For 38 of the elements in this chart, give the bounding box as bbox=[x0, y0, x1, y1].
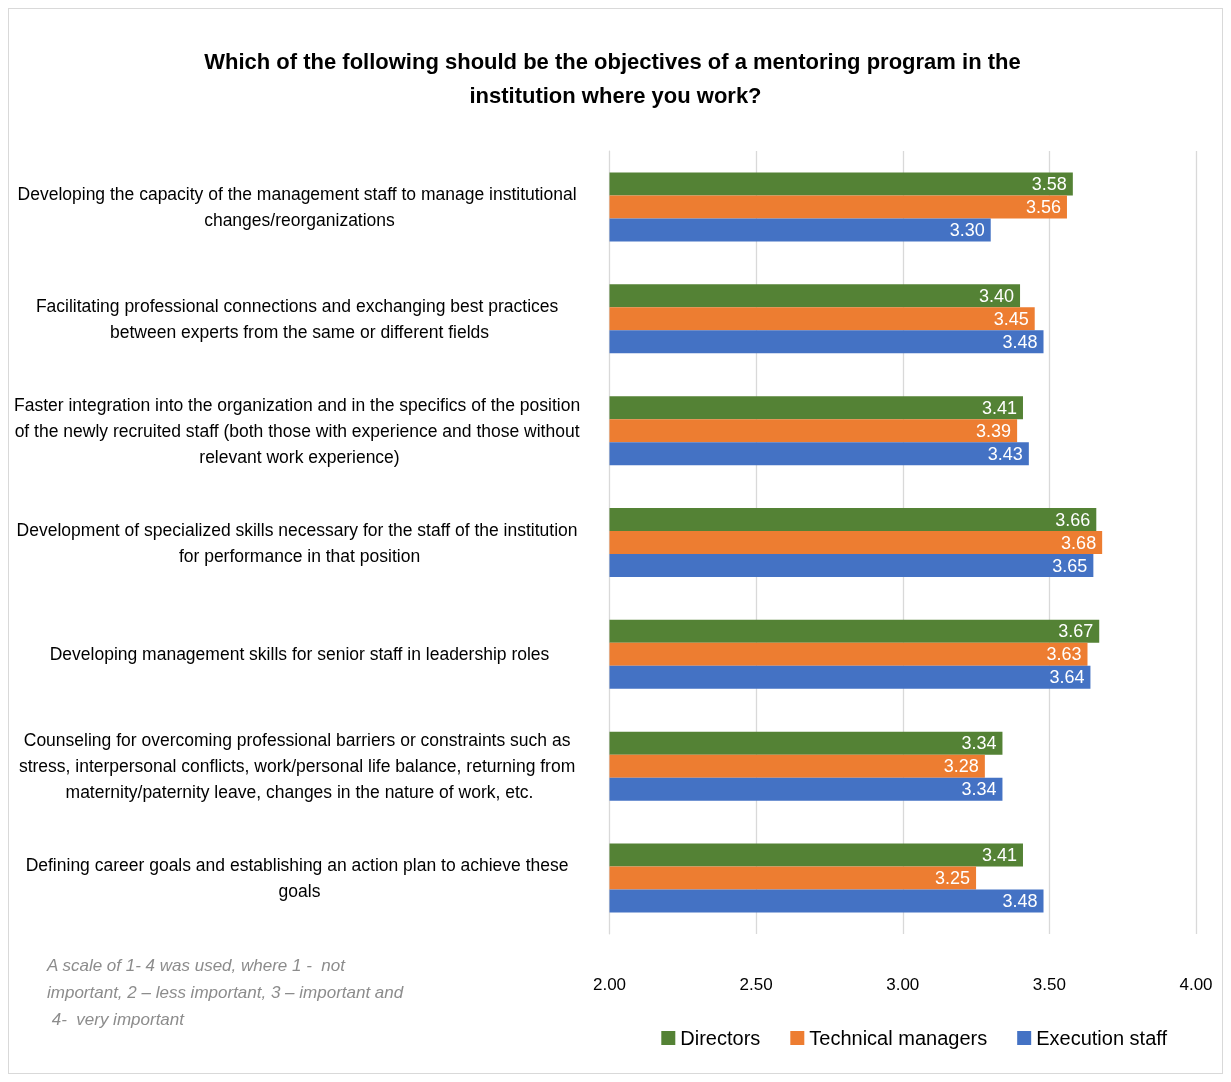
data-label: 3.43 bbox=[987, 443, 1023, 464]
x-tick-label: 4.00 bbox=[1179, 975, 1213, 994]
y-tick-label: Facilitating professional connections and exchanging best practices between experts from the same or different fields bbox=[35, 295, 564, 342]
y-tick-label: Developing management skills for senior staff in leadership roles bbox=[49, 644, 550, 665]
x-tick-label: 2.00 bbox=[592, 975, 627, 994]
y-tick-label: Defining career goals and establishing an action plan to achieve these goals bbox=[25, 855, 574, 902]
data-label: 3.48 bbox=[1002, 331, 1038, 352]
data-label: 3.25 bbox=[935, 868, 971, 889]
data-label: 3.58 bbox=[1031, 173, 1067, 194]
data-label: 3.34 bbox=[961, 779, 997, 800]
y-tick-label: Faster integration into the organization and in the specifics of the position of the newly recruited staff (both those with experience and those without relevant work experience) bbox=[13, 394, 586, 467]
data-label: 3.67 bbox=[1058, 621, 1094, 642]
data-label: 3.28 bbox=[943, 756, 979, 777]
y-tick-label: Counseling for overcoming professional barriers or constraints such as stress, interpersonal conflicts, work/personal life balance, returning from maternity/paternity leave, changes in the nature of work, etc. bbox=[18, 730, 581, 803]
data-label: 3.30 bbox=[949, 219, 985, 240]
text: A scale of 1- 4 was used, where 1 - not important, 2 – less important, 3 – important and 4- very important bbox=[46, 956, 404, 1029]
x-tick-label: 2.50 bbox=[739, 975, 773, 994]
x-tick-label: 3.50 bbox=[1032, 975, 1066, 994]
data-label: 3.56 bbox=[1025, 196, 1061, 217]
data-label: 3.68 bbox=[1061, 532, 1097, 553]
legend-label: Technical managers bbox=[809, 1027, 988, 1049]
data-label: 3.45 bbox=[993, 308, 1029, 329]
x-tick-label: 3.00 bbox=[886, 975, 920, 994]
data-label: 3.63 bbox=[1046, 644, 1082, 665]
data-label: 3.66 bbox=[1055, 509, 1091, 530]
legend-label: Directors bbox=[680, 1027, 761, 1049]
y-tick-label: Developing the capacity of the management staff to manage institutional changes/reorganizations bbox=[17, 183, 582, 230]
data-label: 3.39 bbox=[976, 420, 1012, 441]
chart-title: Which of the following should be the objectives of a mentoring program in the institution where you work? bbox=[204, 48, 1027, 108]
data-label: 3.41 bbox=[981, 845, 1017, 866]
data-label: 3.48 bbox=[1002, 891, 1038, 912]
data-label: 3.40 bbox=[979, 285, 1015, 306]
legend-label: Execution staff bbox=[1036, 1027, 1168, 1049]
data-label: 3.64 bbox=[1049, 667, 1085, 688]
data-label: 3.41 bbox=[981, 397, 1017, 418]
data-label: 3.34 bbox=[961, 733, 997, 754]
data-label: 3.65 bbox=[1052, 555, 1088, 576]
y-tick-label: Development of specialized skills necessary for the staff of the institution for performance in that position bbox=[16, 519, 583, 566]
